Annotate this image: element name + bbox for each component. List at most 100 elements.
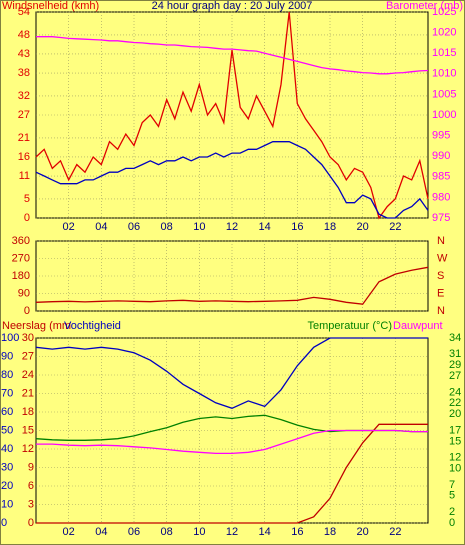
y2-tick-label: 17 <box>449 424 461 436</box>
x-tick-label: 04 <box>95 526 107 538</box>
x-tick-label: 22 <box>389 221 401 233</box>
y2-tick-label: W <box>437 252 448 264</box>
x-tick-label: 06 <box>128 221 140 233</box>
y2-tick-label: 24 <box>449 386 461 398</box>
y2-tick-label: 1025 <box>432 6 456 18</box>
y2-tick-label: S <box>437 270 444 282</box>
y2-tick-label: 1005 <box>432 88 456 100</box>
y3-tick-label: 0 <box>1 517 7 529</box>
y2-tick-label: 31 <box>449 348 461 360</box>
y-tick-label: 27 <box>22 350 34 362</box>
y2-axis-label: Barometer (mb) <box>386 0 463 12</box>
y-tick-label: 0 <box>28 517 34 529</box>
y2-tick-label: 985 <box>432 171 450 183</box>
y2-tick-label: 27 <box>449 370 461 382</box>
y2-tick-label: 1010 <box>432 68 456 80</box>
x-tick-label: 02 <box>63 526 75 538</box>
y2-tick-label: 0 <box>449 517 455 529</box>
y-tick-label: 90 <box>18 287 30 299</box>
x-tick-label: 02 <box>63 221 75 233</box>
x-tick-label: 08 <box>161 221 173 233</box>
y2-tick-label: E <box>437 287 444 299</box>
y-tick-label: 270 <box>12 252 30 264</box>
y-tick-label: 30 <box>22 332 34 344</box>
y-tick-label: 18 <box>22 406 34 418</box>
x-tick-label: 06 <box>128 526 140 538</box>
y2-tick-label: 1000 <box>432 109 456 121</box>
x-tick-label: 10 <box>193 221 205 233</box>
series-line <box>35 11 429 220</box>
x-tick-label: 08 <box>161 526 173 538</box>
legend-label: Temperatuur (°C) <box>308 320 392 332</box>
x-tick-label: 14 <box>259 526 271 538</box>
x-tick-label: 16 <box>291 526 303 538</box>
series-line <box>35 337 428 409</box>
y-tick-label: 5 <box>24 193 30 205</box>
y2-tick-label: 34 <box>449 332 461 344</box>
y3-tick-label: 80 <box>1 369 13 381</box>
y2-tick-label: 12 <box>449 452 461 464</box>
y-tick-label: 9 <box>28 461 34 473</box>
series-line <box>36 429 428 455</box>
y2-tick-label: 29 <box>449 359 461 371</box>
y-tick-label: 16 <box>18 151 30 163</box>
chart-title: 24 hour graph day : 20 July 2007 <box>152 0 313 12</box>
y-tick-label: 54 <box>18 6 30 18</box>
y-tick-label: 38 <box>18 67 30 79</box>
y-tick-label: 43 <box>18 48 30 60</box>
y3-tick-label: 10 <box>1 498 13 510</box>
y-tick-label: 180 <box>12 270 30 282</box>
y3-tick-label: 20 <box>1 480 13 492</box>
y-tick-label: 0 <box>24 212 30 224</box>
y-axis-label: Windsnelheid (kmh) <box>2 0 99 12</box>
x-tick-label: 14 <box>259 221 271 233</box>
y-tick-label: 21 <box>22 387 34 399</box>
y2-tick-label: 7 <box>449 479 455 491</box>
series-line <box>36 423 428 524</box>
y-tick-label: 6 <box>28 480 34 492</box>
x-tick-label: 18 <box>324 221 336 233</box>
y2-tick-label: 5 <box>449 490 455 502</box>
y2-tick-label: 2 <box>449 506 455 518</box>
x-tick-label: 20 <box>357 221 369 233</box>
y3-tick-label: 40 <box>1 443 13 455</box>
legend-label: Dauwpunt <box>393 320 443 332</box>
y-tick-label: 0 <box>24 305 30 317</box>
y3-tick-label: 70 <box>1 387 13 399</box>
y-tick-label: 27 <box>18 109 30 121</box>
y-tick-label: 24 <box>22 369 34 381</box>
x-tick-label: 12 <box>226 221 238 233</box>
y2-tick-label: 15 <box>449 435 461 447</box>
y2-tick-label: 990 <box>432 150 450 162</box>
legend-label: Neerslag (mm <box>2 320 71 332</box>
y3-tick-label: 100 <box>1 332 19 344</box>
y2-tick-label: 1020 <box>432 27 456 39</box>
x-tick-label: 16 <box>291 221 303 233</box>
x-tick-label: 22 <box>389 526 401 538</box>
y-tick-label: 360 <box>12 235 30 247</box>
y-tick-label: 48 <box>18 29 30 41</box>
y3-tick-label: 50 <box>1 424 13 436</box>
y-tick-label: 21 <box>18 132 30 144</box>
x-tick-label: 18 <box>324 526 336 538</box>
y3-tick-label: 90 <box>1 350 13 362</box>
series-line <box>35 141 429 219</box>
y2-tick-label: 975 <box>432 212 450 224</box>
y-tick-label: 11 <box>19 170 30 182</box>
y2-tick-label: 22 <box>449 397 461 409</box>
y2-tick-label: N <box>437 235 445 247</box>
y3-tick-label: 30 <box>1 461 13 473</box>
x-tick-label: 04 <box>95 221 107 233</box>
legend-label: Vochtigheid <box>64 320 121 332</box>
y-tick-label: 32 <box>18 90 30 102</box>
y2-tick-label: 10 <box>449 462 461 474</box>
y2-tick-label: 995 <box>432 130 450 142</box>
y3-tick-label: 60 <box>1 406 13 418</box>
y2-tick-label: 1015 <box>432 47 456 59</box>
y2-tick-label: 980 <box>432 191 450 203</box>
y-tick-label: 12 <box>22 443 34 455</box>
series-line <box>36 36 429 75</box>
y-tick-label: 3 <box>28 498 34 510</box>
x-tick-label: 20 <box>357 526 369 538</box>
